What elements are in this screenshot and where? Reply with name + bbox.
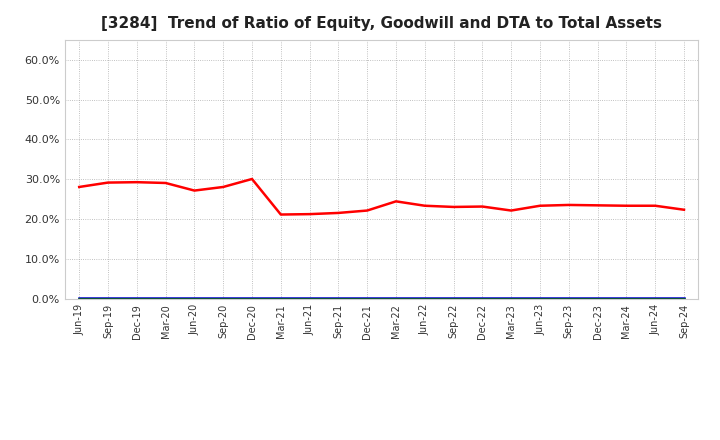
Goodwill <box>478 296 487 301</box>
Goodwill <box>507 296 516 301</box>
Goodwill <box>622 296 631 301</box>
Goodwill <box>305 296 314 301</box>
Equity <box>564 202 573 208</box>
Goodwill <box>392 296 400 301</box>
Equity <box>161 180 170 186</box>
Deferred Tax Assets <box>449 296 458 301</box>
Deferred Tax Assets <box>420 296 429 301</box>
Equity <box>651 203 660 209</box>
Goodwill <box>363 296 372 301</box>
Goodwill <box>132 296 141 301</box>
Deferred Tax Assets <box>651 296 660 301</box>
Equity <box>622 203 631 209</box>
Equity <box>392 199 400 204</box>
Goodwill <box>75 296 84 301</box>
Equity <box>680 207 688 213</box>
Equity <box>449 204 458 209</box>
Equity <box>132 180 141 185</box>
Deferred Tax Assets <box>276 296 285 301</box>
Deferred Tax Assets <box>363 296 372 301</box>
Deferred Tax Assets <box>536 296 544 301</box>
Goodwill <box>190 296 199 301</box>
Deferred Tax Assets <box>104 296 112 301</box>
Title: [3284]  Trend of Ratio of Equity, Goodwill and DTA to Total Assets: [3284] Trend of Ratio of Equity, Goodwil… <box>101 16 662 32</box>
Equity <box>276 212 285 217</box>
Deferred Tax Assets <box>132 296 141 301</box>
Equity <box>248 176 256 182</box>
Goodwill <box>104 296 112 301</box>
Deferred Tax Assets <box>507 296 516 301</box>
Deferred Tax Assets <box>392 296 400 301</box>
Deferred Tax Assets <box>219 296 228 301</box>
Equity <box>219 184 228 190</box>
Equity <box>190 188 199 193</box>
Equity <box>363 208 372 213</box>
Equity <box>104 180 112 185</box>
Deferred Tax Assets <box>564 296 573 301</box>
Deferred Tax Assets <box>680 296 688 301</box>
Goodwill <box>449 296 458 301</box>
Equity <box>75 184 84 190</box>
Equity <box>420 203 429 209</box>
Line: Equity: Equity <box>79 179 684 215</box>
Equity <box>334 210 343 216</box>
Goodwill <box>334 296 343 301</box>
Equity <box>478 204 487 209</box>
Deferred Tax Assets <box>161 296 170 301</box>
Deferred Tax Assets <box>75 296 84 301</box>
Goodwill <box>219 296 228 301</box>
Goodwill <box>593 296 602 301</box>
Deferred Tax Assets <box>593 296 602 301</box>
Goodwill <box>276 296 285 301</box>
Deferred Tax Assets <box>478 296 487 301</box>
Goodwill <box>651 296 660 301</box>
Equity <box>305 212 314 217</box>
Equity <box>536 203 544 209</box>
Deferred Tax Assets <box>190 296 199 301</box>
Deferred Tax Assets <box>334 296 343 301</box>
Deferred Tax Assets <box>622 296 631 301</box>
Equity <box>507 208 516 213</box>
Goodwill <box>420 296 429 301</box>
Deferred Tax Assets <box>305 296 314 301</box>
Equity <box>593 203 602 208</box>
Goodwill <box>680 296 688 301</box>
Goodwill <box>536 296 544 301</box>
Goodwill <box>564 296 573 301</box>
Deferred Tax Assets <box>248 296 256 301</box>
Goodwill <box>248 296 256 301</box>
Goodwill <box>161 296 170 301</box>
